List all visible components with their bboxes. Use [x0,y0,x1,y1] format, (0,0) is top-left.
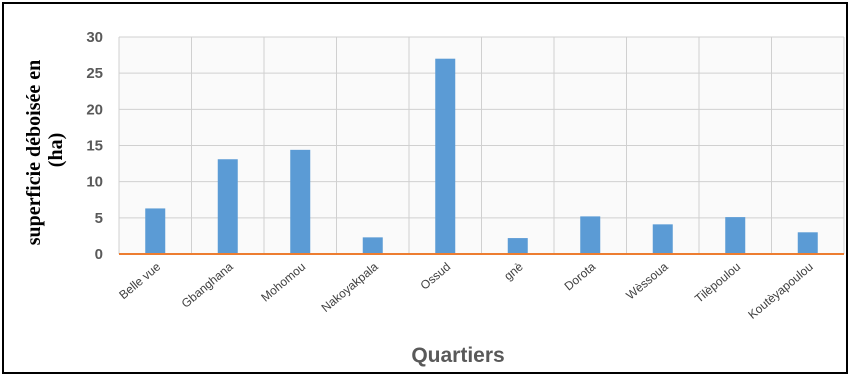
grid-layer [118,36,845,254]
x-category-label: Nakoyakpala [319,259,381,315]
bars-layer [119,58,844,255]
y-tick-label: 30 [86,29,103,46]
bar [362,237,383,254]
y-axis-title: superficie déboisée en (ha) [23,55,67,246]
bar [435,58,456,255]
x-category-label: Mohomou [258,260,308,305]
y-tick-labels: 0 5 10 15 20 25 30 [86,29,103,263]
bar [580,216,601,254]
x-category-label: Dorota [562,259,599,293]
y-tick-label: 15 [86,138,103,155]
chart-frame: 0 5 10 15 20 25 30 Belle vue Gbanghana Mohomou Na… [2,2,848,374]
bar [652,224,673,254]
y-tick-label: 20 [86,101,103,118]
bar [725,217,746,254]
bar [290,149,311,254]
x-category-label: Gbanghana [179,259,236,310]
bar-chart: 0 5 10 15 20 25 30 Belle vue Gbanghana Mohomou Na… [23,29,845,367]
y-tick-label: 25 [86,65,103,82]
x-category-label: Wèssoua [623,259,671,302]
y-axis-title-line-1: superficie déboisée en [23,60,45,246]
x-category-label: Koutèyapoulou [745,260,815,322]
x-category-label: gnè [501,259,526,283]
x-category-label: Ossud [418,260,454,293]
y-axis-title-line-2: (ha) [45,133,67,167]
y-tick-label: 10 [86,174,103,191]
bar [507,238,528,254]
bar [217,159,238,254]
x-category-label: Belle vue [116,259,163,302]
bar [797,232,818,254]
x-category-label: Tilèpoulou [692,260,743,306]
x-axis-title: Quartiers [411,344,504,367]
x-category-labels: Belle vue Gbanghana Mohomou Nakoyakpala Ossu… [116,259,815,321]
y-tick-label: 0 [95,246,103,263]
bar [145,208,166,254]
y-tick-label: 5 [95,210,103,227]
